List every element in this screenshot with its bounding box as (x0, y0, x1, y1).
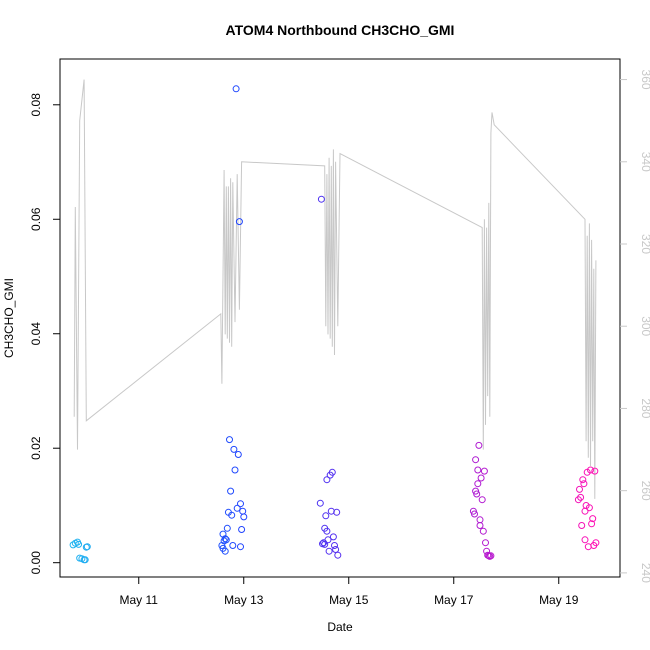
data-point (233, 504, 241, 512)
data-point (324, 536, 332, 544)
data-point (581, 507, 589, 515)
data-point (482, 539, 489, 547)
data-point (228, 511, 236, 519)
data-point (226, 436, 233, 444)
data-point (487, 552, 495, 560)
data-point (480, 467, 488, 475)
data-point (331, 542, 338, 549)
data-point (75, 540, 83, 548)
data-point (238, 526, 246, 533)
data-point (229, 542, 237, 549)
data-point (237, 500, 244, 508)
data-point (592, 539, 600, 547)
y-tick-label: 0.04 (29, 322, 43, 346)
x-tick-label: May 17 (434, 593, 474, 607)
data-point (240, 513, 248, 521)
y-tick-label: 0.08 (29, 93, 43, 117)
data-point (81, 556, 89, 564)
data-point (334, 551, 342, 559)
data-point (584, 543, 592, 551)
y2-tick-label: 280 (639, 398, 650, 418)
data-point (234, 451, 242, 458)
x-tick-label: May 19 (539, 593, 579, 607)
data-point (475, 441, 483, 449)
data-point (316, 499, 324, 507)
x-axis-label: Date (327, 620, 353, 634)
y2-tick-label: 260 (639, 481, 650, 501)
data-point (237, 543, 244, 551)
plot-frame (59, 58, 621, 578)
y2-tick-label: 340 (639, 152, 650, 172)
data-point (477, 474, 485, 482)
data-point (231, 466, 239, 474)
data-point (591, 467, 599, 475)
data-point (478, 496, 486, 504)
data-point (239, 507, 247, 515)
y-axis-label: CH3CHO_GMI (2, 278, 16, 358)
secondary-series-line (73, 79, 597, 499)
data-point (574, 496, 582, 504)
data-point (472, 487, 480, 495)
secondary-line-layer (73, 79, 597, 499)
data-point (476, 522, 484, 529)
data-point (576, 485, 583, 493)
data-point (474, 480, 482, 488)
data-point (585, 504, 593, 512)
data-point (232, 85, 240, 93)
x-tick-label: May 15 (329, 593, 369, 607)
data-point (83, 543, 91, 551)
data-point (472, 456, 480, 464)
data-point (476, 516, 484, 524)
data-point (581, 536, 589, 544)
data-point (222, 536, 230, 544)
data-point (227, 487, 235, 495)
data-point (223, 524, 231, 532)
data-point (577, 493, 585, 501)
data-point (328, 468, 336, 476)
data-point (323, 527, 331, 535)
data-point (321, 540, 329, 548)
data-point (317, 195, 325, 203)
x-tick-label: May 13 (224, 593, 264, 607)
y-tick-label: 0.00 (29, 551, 43, 575)
y2-tick-label: 360 (639, 70, 650, 90)
data-point (578, 522, 586, 529)
data-point (580, 480, 588, 488)
data-point (325, 547, 333, 555)
data-point (329, 533, 337, 541)
data-point (589, 515, 597, 523)
data-point (230, 445, 238, 453)
data-point (587, 466, 594, 474)
axes-layer: May 11 May 13 May 15 May 17 May 19 0.00 0.02 0.… (29, 70, 650, 607)
data-point (235, 218, 243, 226)
x-tick-label: May 11 (120, 593, 159, 607)
y2-tick-label: 320 (639, 234, 650, 254)
y-tick-label: 0.02 (29, 436, 43, 460)
y2-tick-label: 300 (639, 316, 650, 336)
data-point (332, 546, 340, 553)
data-point (322, 512, 330, 520)
data-point (471, 510, 478, 518)
data-point (219, 544, 227, 552)
data-point (221, 535, 229, 543)
data-point (579, 476, 587, 484)
y2-tick-label: 240 (639, 563, 650, 583)
data-point (479, 527, 487, 535)
data-point (474, 466, 482, 474)
data-point (333, 508, 341, 516)
y-tick-label: 0.06 (29, 207, 43, 231)
data-point (588, 520, 596, 528)
chart-title: ATOM4 Northbound CH3CHO_GMI (226, 22, 455, 38)
points-layer (69, 85, 600, 564)
data-point (323, 476, 331, 484)
